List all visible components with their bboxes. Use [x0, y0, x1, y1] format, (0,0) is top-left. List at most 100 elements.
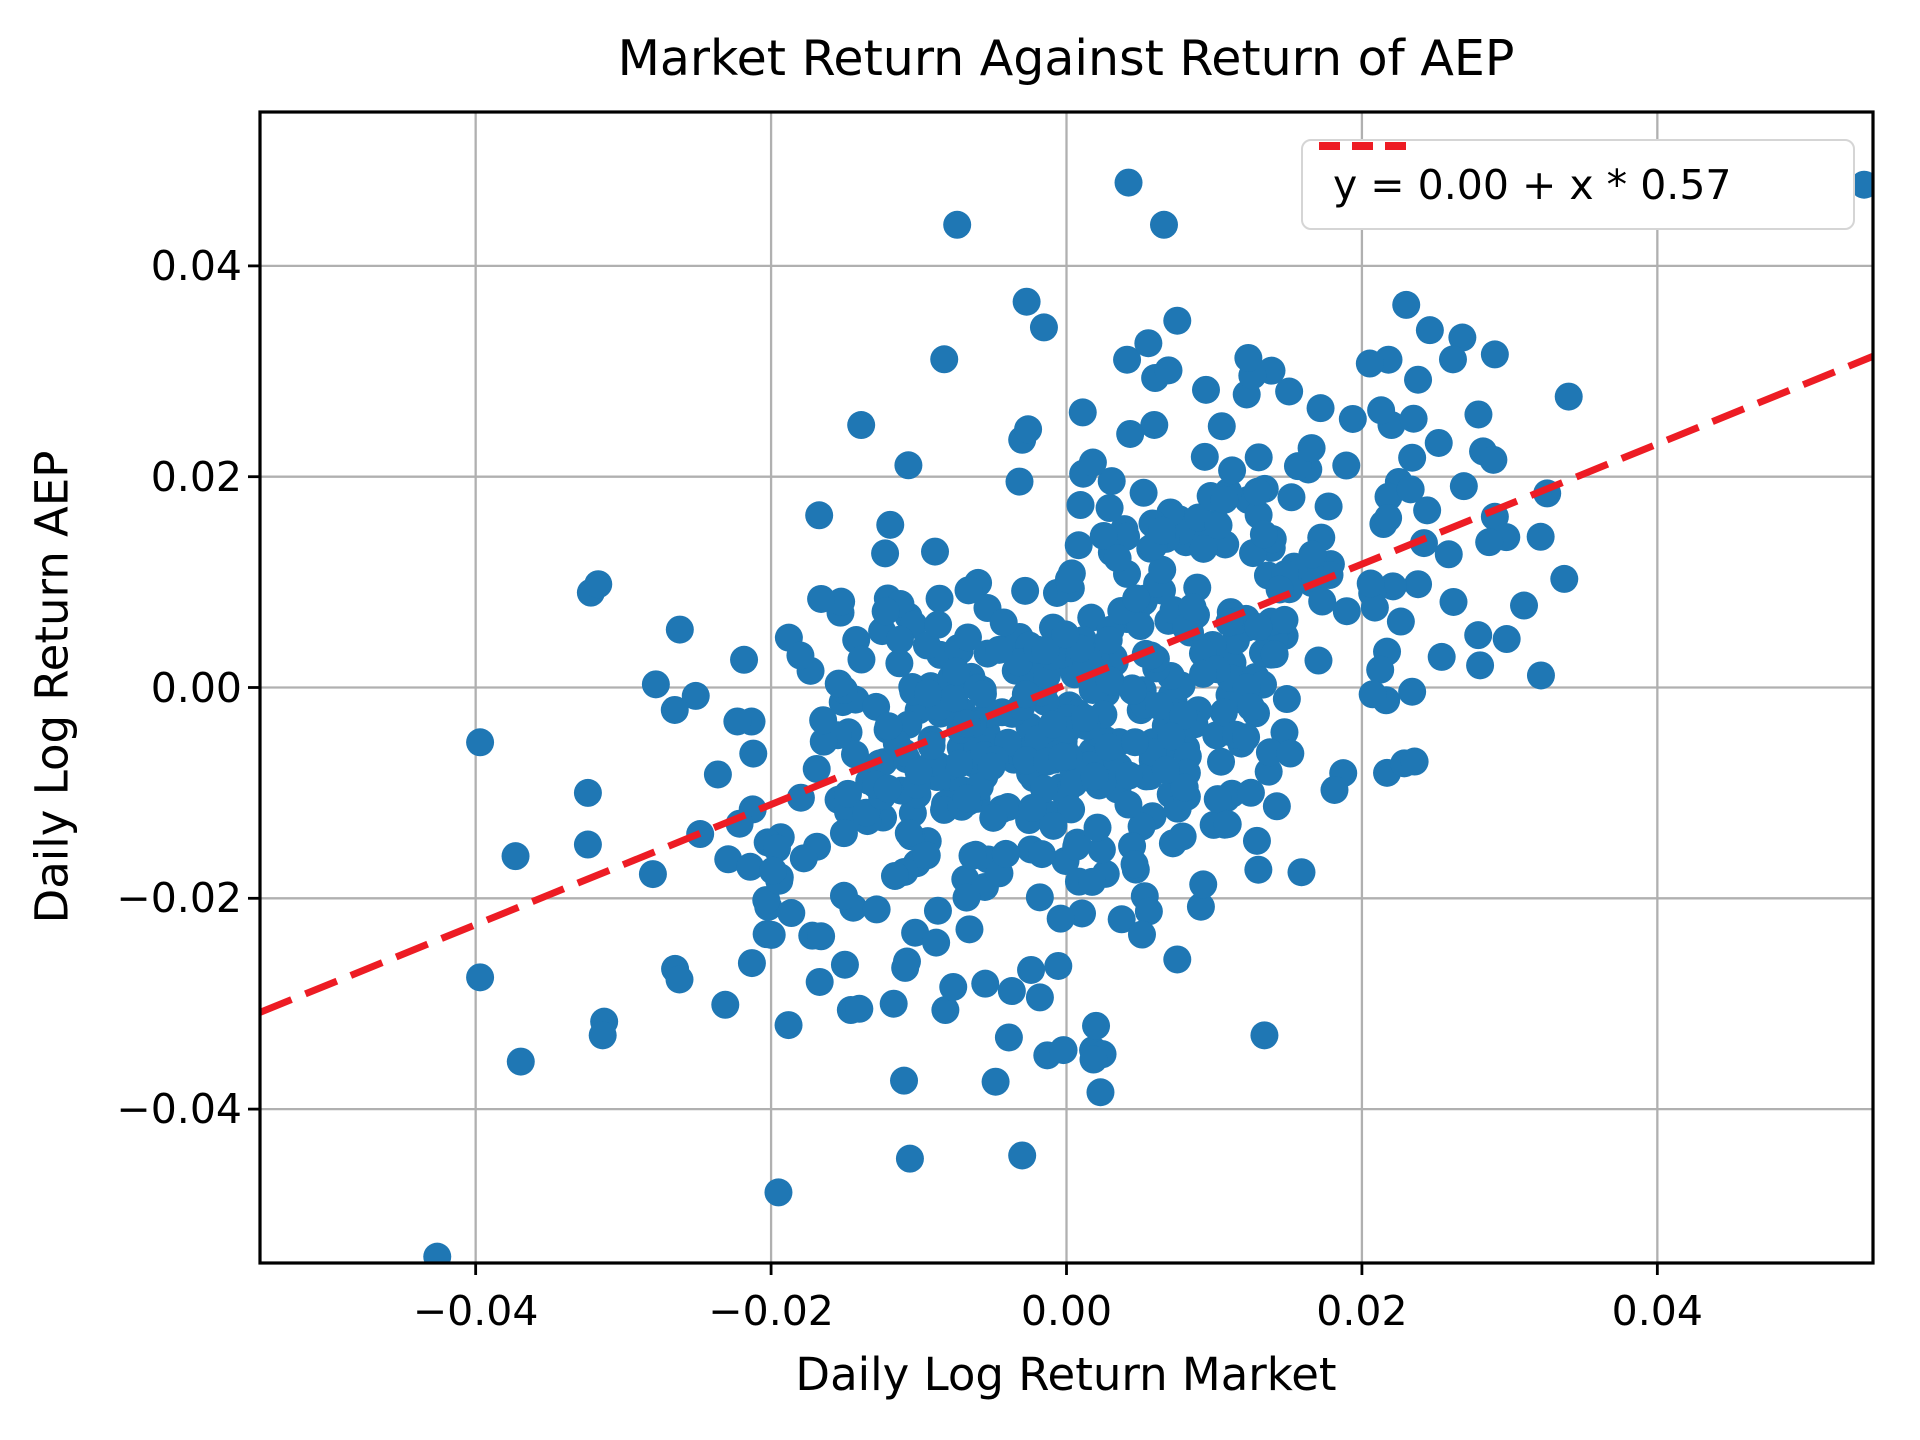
scatter-point: [1054, 565, 1083, 594]
scatter-point: [921, 537, 950, 566]
scatter-point: [829, 819, 858, 848]
scatter-point: [1017, 955, 1046, 984]
scatter-point: [847, 411, 876, 440]
scatter-point: [979, 803, 1008, 832]
scatter-point: [1413, 496, 1442, 525]
scatter-point: [840, 740, 869, 769]
scatter-point: [588, 1021, 617, 1050]
scatter-point: [1526, 522, 1555, 551]
tick-marks: [248, 264, 1659, 1275]
scatter-point: [1355, 349, 1384, 378]
scatter-point: [1203, 785, 1232, 814]
x-tick-label: −0.02: [708, 1287, 834, 1335]
scatter-point: [997, 977, 1026, 1006]
legend-box: y = 0.00 + x * 0.57: [1301, 139, 1855, 230]
scatter-point: [1314, 492, 1343, 521]
scatter-point: [1112, 522, 1141, 551]
scatter-point: [862, 895, 891, 924]
scatter-point: [807, 922, 836, 951]
scatter-point: [1392, 290, 1421, 319]
scatter-point: [1008, 1141, 1037, 1170]
scatter-point: [871, 597, 900, 626]
scatter-point: [1415, 316, 1444, 345]
scatter-point: [1154, 356, 1183, 385]
scatter-point: [924, 610, 953, 639]
scatter-point: [1262, 792, 1291, 821]
scatter-point: [845, 994, 874, 1023]
scatter-point: [1048, 742, 1077, 771]
scatter-point: [1427, 642, 1456, 671]
scatter-point: [1492, 625, 1521, 654]
scatter-point: [1114, 168, 1143, 197]
scatter-point: [777, 899, 806, 928]
y-tick-label: −0.04: [116, 1085, 242, 1134]
scatter-point: [1480, 340, 1509, 369]
scatter-point: [1046, 904, 1075, 933]
scatter-point: [764, 1178, 793, 1207]
y-tick-label: 0.04: [150, 241, 242, 290]
scatter-point: [757, 920, 786, 949]
scatter-point: [871, 539, 900, 568]
scatter-point: [880, 861, 909, 890]
scatter-point: [952, 784, 981, 813]
scatter-point: [1526, 661, 1555, 690]
scatter-point: [1366, 655, 1395, 684]
scatter-point: [1475, 528, 1504, 557]
scatter-point: [954, 576, 983, 605]
scatter-point: [573, 830, 602, 859]
scatter-point: [1080, 762, 1109, 791]
scatter-point: [1434, 540, 1463, 569]
scatter-point: [1044, 951, 1073, 980]
scatter-point: [1120, 728, 1149, 757]
scatter-point: [1204, 511, 1233, 540]
scatter-point: [913, 679, 942, 708]
scatter-point: [1320, 775, 1349, 804]
x-tick-label: −0.04: [412, 1287, 539, 1335]
scatter-point: [774, 1011, 803, 1040]
scatter-point: [1119, 677, 1148, 706]
scatter-point: [1242, 826, 1271, 855]
scatter-point: [891, 953, 920, 982]
scatter-point: [939, 972, 968, 1001]
scatter-point: [1374, 482, 1403, 511]
scatter-point: [1234, 343, 1263, 372]
scatter-point: [894, 818, 923, 847]
trend-line: [260, 353, 1873, 1016]
scatter-point: [1178, 593, 1207, 622]
scatter-point: [830, 950, 859, 979]
scatter-point: [1287, 858, 1316, 887]
scatter-point: [1094, 626, 1123, 655]
scatter-point: [1079, 1045, 1108, 1074]
gridlines: [260, 112, 1873, 1263]
scatter-point: [665, 615, 694, 644]
regression-line: [260, 353, 1873, 1016]
scatter-point: [1479, 445, 1508, 474]
scatter-point: [1236, 778, 1265, 807]
scatter-point: [1213, 810, 1242, 839]
scatter-point: [1332, 597, 1361, 626]
scatter-point: [638, 860, 667, 889]
scatter-point: [1510, 591, 1539, 620]
scatter-point: [714, 845, 743, 874]
scatter-point: [1270, 718, 1299, 747]
scatter-point: [1189, 659, 1218, 688]
scatter-point: [1127, 920, 1156, 949]
scatter-point: [1439, 587, 1468, 616]
scatter-point: [759, 856, 788, 885]
scatter-point: [1129, 478, 1158, 507]
scatter-point: [1189, 870, 1218, 899]
scatter-point: [1236, 693, 1265, 722]
scatter-point: [1122, 584, 1151, 613]
scatter-point: [890, 1066, 919, 1095]
scatter-point: [423, 1242, 452, 1263]
scatter-point: [466, 728, 495, 757]
scatter-point: [1025, 983, 1054, 1012]
scatter-point: [1398, 677, 1427, 706]
scatter-point: [1360, 593, 1389, 622]
scatter-point: [1260, 640, 1289, 669]
scatter-point: [923, 896, 952, 925]
scatter-point: [1039, 811, 1068, 840]
scatter-point: [1082, 1011, 1111, 1040]
scatter-point: [1078, 448, 1107, 477]
